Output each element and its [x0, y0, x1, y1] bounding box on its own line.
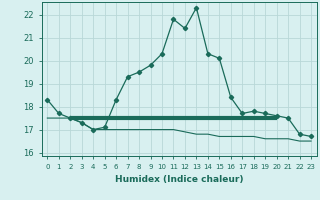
- X-axis label: Humidex (Indice chaleur): Humidex (Indice chaleur): [115, 175, 244, 184]
